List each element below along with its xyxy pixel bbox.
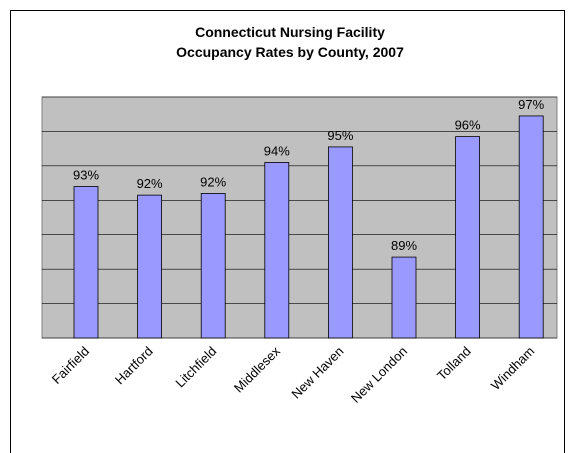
data-label: 96% xyxy=(455,118,481,133)
data-label: 97% xyxy=(518,97,544,112)
data-label: 94% xyxy=(264,143,290,158)
data-label: 95% xyxy=(327,128,353,143)
bar xyxy=(73,186,99,339)
bar xyxy=(200,192,226,339)
bar xyxy=(137,194,163,339)
data-label: 89% xyxy=(391,238,417,253)
data-label: 92% xyxy=(137,176,163,191)
bar xyxy=(455,136,481,339)
bar xyxy=(327,146,353,339)
bar xyxy=(391,256,417,339)
chart-title: Occupancy Rates by County, 2007 xyxy=(176,44,404,60)
chart-title: Connecticut Nursing Facility xyxy=(195,24,385,40)
data-label: 93% xyxy=(73,168,99,183)
data-label: 92% xyxy=(200,174,226,189)
bar xyxy=(518,115,544,339)
bar xyxy=(264,162,290,339)
